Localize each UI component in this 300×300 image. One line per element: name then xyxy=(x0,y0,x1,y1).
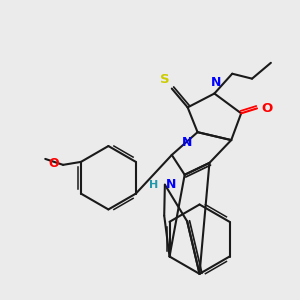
Text: N: N xyxy=(182,136,193,149)
Text: N: N xyxy=(166,178,176,191)
Text: O: O xyxy=(261,102,272,115)
Text: H: H xyxy=(149,180,158,190)
Text: S: S xyxy=(160,73,170,85)
Text: N: N xyxy=(211,76,222,88)
Text: O: O xyxy=(49,158,59,170)
